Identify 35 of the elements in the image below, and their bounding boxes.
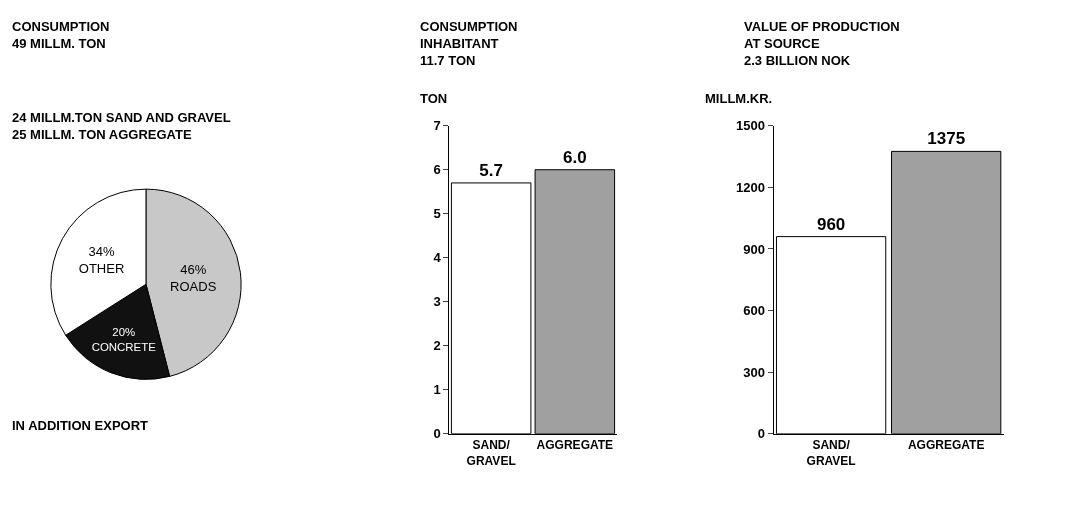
data-label: 34%	[88, 243, 115, 259]
data-label: 960	[816, 214, 846, 234]
slice-label: OTHER	[78, 260, 125, 276]
y-tick-label: 6	[433, 162, 441, 178]
y-tick-label: 1500	[736, 118, 765, 134]
slice-label: ROADS	[170, 279, 217, 295]
x-tick-label: SAND/ GRAVEL	[806, 438, 856, 468]
chart-title: CONSUMPTION INHABITANT 11.7 TON	[420, 19, 518, 68]
y-tick-label: 2	[433, 338, 441, 354]
y-tick-label: 3	[433, 294, 441, 310]
y-tick-label: 600	[743, 303, 765, 319]
text: IN ADDITION EXPORT	[12, 418, 149, 433]
data-label: 6.0	[563, 147, 587, 167]
y-axis-title: MILLM.KR.	[705, 91, 773, 106]
y-tick-label: 0	[433, 426, 441, 442]
y-tick-label: 7	[433, 118, 441, 134]
data-label: 46%	[180, 262, 207, 278]
chart-title: VALUE OF PRODUCTION AT SOURCE 2.3 BILLION NOK	[744, 19, 900, 68]
y-axis-title: TON	[420, 91, 448, 106]
data-label: 20%	[112, 326, 136, 339]
data-label: 5.7	[479, 160, 503, 180]
y-tick-label: 300	[743, 364, 765, 380]
text: 24 MILLM.TON SAND AND GRAVEL 25 MILLM. TON AGGREGATE	[12, 110, 231, 142]
y-tick-label: 900	[743, 241, 765, 257]
x-tick-label: SAND/ GRAVEL	[466, 438, 516, 468]
y-tick-label: 1	[433, 382, 441, 398]
y-tick-label: 0	[757, 426, 765, 442]
y-tick-label: 1200	[736, 179, 765, 195]
y-tick-label: 5	[433, 206, 441, 222]
slice-label: CONCRETE	[91, 341, 157, 354]
chart-title: CONSUMPTION 49 MILLM. TON	[12, 19, 110, 51]
x-tick-label: AGGREGATE	[536, 438, 614, 453]
data-label: 1375	[927, 129, 966, 149]
x-tick-label: AGGREGATE	[907, 438, 985, 453]
y-tick-label: 4	[433, 250, 442, 266]
